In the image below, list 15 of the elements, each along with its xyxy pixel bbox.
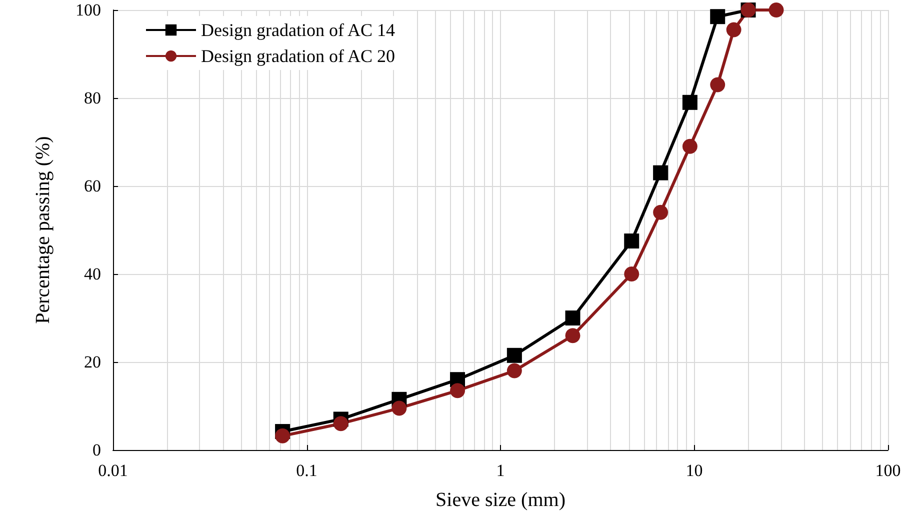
- y-tick-label: 40: [84, 264, 101, 284]
- y-tick-label: 0: [92, 440, 101, 460]
- x-tick-label: 0.1: [296, 461, 318, 480]
- x-tick-label: 10: [686, 461, 703, 480]
- legend-label: Design gradation of AC 20: [201, 46, 395, 66]
- x-tick-label: 0.01: [98, 461, 128, 480]
- legend-label: Design gradation of AC 14: [201, 20, 395, 40]
- y-tick-label: 100: [76, 0, 101, 20]
- y-axis-title: Percentage passing (%): [32, 136, 54, 324]
- x-axis-title: Sieve size (mm): [436, 489, 566, 511]
- x-tick-label: 1: [496, 461, 505, 480]
- y-tick-label: 60: [84, 176, 101, 196]
- x-tick-label: 100: [875, 461, 901, 480]
- y-tick-label: 20: [84, 352, 101, 372]
- y-tick-label: 80: [84, 88, 101, 108]
